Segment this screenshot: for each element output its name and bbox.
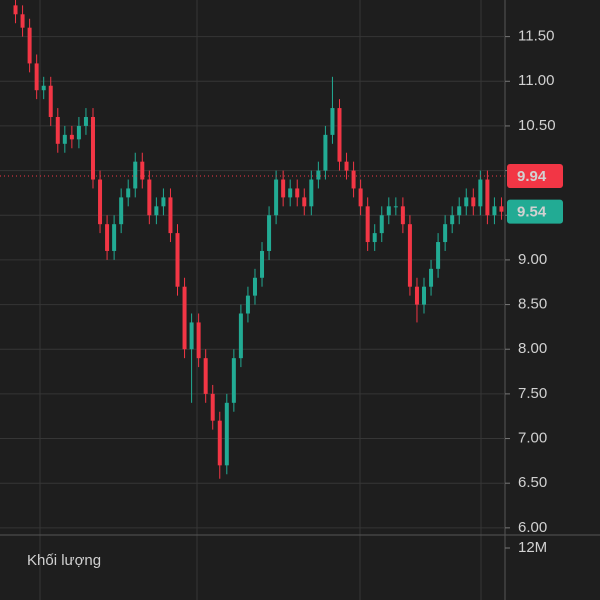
- y-tick-label: 12M: [518, 539, 547, 556]
- candle-body: [69, 134, 74, 140]
- candle-body: [238, 313, 243, 359]
- candle-body: [161, 197, 166, 207]
- candle-body: [245, 295, 250, 314]
- candle-body: [478, 179, 483, 207]
- candle-body: [323, 134, 328, 171]
- y-tick-label: 9.00: [518, 251, 547, 268]
- candle-body: [457, 206, 462, 216]
- candle-body: [330, 108, 335, 135]
- candle-body: [358, 188, 363, 207]
- price-label-box: [507, 199, 563, 224]
- candle-body: [41, 85, 46, 91]
- candle-body: [351, 170, 356, 189]
- candle-body: [492, 206, 497, 216]
- y-tick-label: 7.00: [518, 430, 547, 447]
- candle-body: [267, 215, 272, 251]
- time-grid: [39, 0, 482, 600]
- candle-body: [281, 179, 286, 198]
- candle-body: [175, 233, 180, 287]
- candle-body: [344, 161, 349, 171]
- candle-body: [414, 286, 419, 305]
- candle-body: [20, 14, 25, 28]
- candle-body: [34, 63, 39, 91]
- candle-body: [112, 224, 117, 251]
- candle-body: [168, 197, 173, 234]
- candle-body: [372, 233, 377, 243]
- volume-title: Khối lượng: [27, 552, 101, 569]
- candle-body: [393, 206, 398, 208]
- y-tick-label: 6.00: [518, 519, 547, 536]
- candle-body: [260, 250, 265, 278]
- candle-body: [485, 179, 490, 216]
- candle-body: [210, 393, 215, 421]
- candle-body: [76, 125, 81, 140]
- candle-body: [288, 188, 293, 198]
- candle-body: [231, 358, 236, 403]
- candle-body: [443, 224, 448, 243]
- candle-body: [316, 170, 321, 180]
- candle-body: [133, 161, 138, 189]
- candle-body: [365, 206, 370, 243]
- candle-body: [83, 117, 88, 126]
- candle-body: [224, 402, 229, 466]
- candle-body: [337, 108, 342, 162]
- price-label-box: [507, 163, 563, 188]
- y-tick-label: 8.50: [518, 296, 547, 313]
- candle-body: [429, 268, 434, 287]
- candle-body: [422, 286, 427, 305]
- candle-body: [499, 206, 504, 212]
- candle-body: [119, 197, 124, 225]
- candle-body: [196, 322, 201, 359]
- candle-body: [126, 188, 131, 198]
- candle-body: [13, 5, 18, 15]
- candle-body: [309, 179, 314, 207]
- y-tick-label: 7.50: [518, 385, 547, 402]
- candle-body: [154, 206, 159, 216]
- y-tick-label: 10.50: [518, 117, 556, 134]
- candle-body: [55, 117, 60, 144]
- y-tick-label: 8.00: [518, 340, 547, 357]
- candle-body: [203, 358, 208, 394]
- candle-body: [48, 85, 53, 118]
- price-label: 9.94: [517, 168, 547, 185]
- candle-body: [90, 117, 95, 180]
- candle-body: [62, 134, 67, 144]
- candle-body: [217, 420, 222, 466]
- candle-body: [105, 224, 110, 251]
- candle-body: [295, 188, 300, 198]
- candle-body: [252, 277, 257, 296]
- y-tick-label: 11.00: [518, 72, 554, 89]
- candle-body: [147, 179, 152, 216]
- candle-body: [450, 215, 455, 225]
- candle-body: [400, 206, 405, 225]
- y-tick-label: 11.50: [518, 28, 554, 45]
- price-label: 9.54: [517, 204, 547, 221]
- candle-body: [189, 322, 194, 350]
- candle-body: [302, 197, 307, 207]
- candle-body: [182, 286, 187, 350]
- candle-body: [274, 179, 279, 216]
- candle-body: [27, 27, 32, 64]
- y-tick-label: 6.50: [518, 474, 547, 491]
- candle-body: [407, 224, 412, 287]
- candle-body: [386, 206, 391, 216]
- candle-body: [436, 242, 441, 269]
- candle-body: [140, 161, 145, 180]
- candle-body: [379, 215, 384, 234]
- candle-body: [464, 197, 469, 207]
- candle-body: [98, 179, 103, 225]
- candle-body: [471, 197, 476, 207]
